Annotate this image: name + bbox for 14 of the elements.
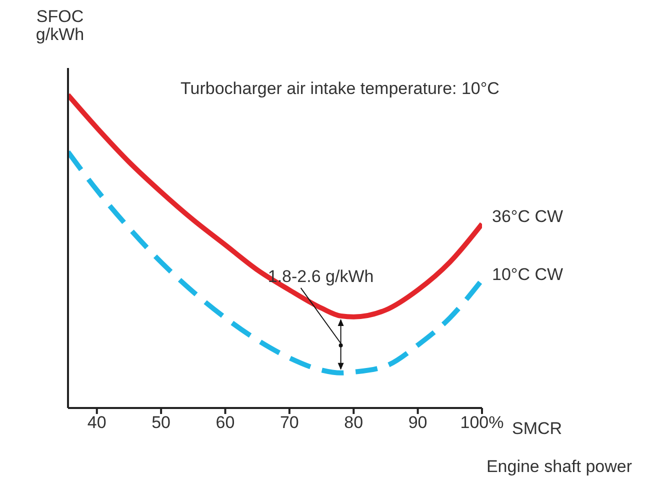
- annotation: Turbocharger air intake temperature: 10°C: [180, 79, 500, 98]
- x-tick-label: 70: [280, 413, 299, 432]
- annotation: 1.8-2.6 g/kWh: [268, 266, 374, 286]
- x-tick-label: 40: [87, 413, 106, 432]
- series-label: 10°C CW: [492, 264, 564, 284]
- x-tick-label: 100%: [460, 413, 504, 432]
- x-tick-label: 50: [152, 413, 171, 432]
- x-tick-label: 80: [344, 413, 364, 432]
- x-tick-label: 90: [408, 413, 428, 432]
- x-axis-title: Engine shaft power: [486, 457, 632, 476]
- series-label: 36°C CW: [492, 206, 564, 226]
- y-axis-title: SFOC g/kWh: [36, 7, 84, 44]
- text: SMCR: [512, 419, 562, 438]
- x-tick-label: 60: [216, 413, 235, 432]
